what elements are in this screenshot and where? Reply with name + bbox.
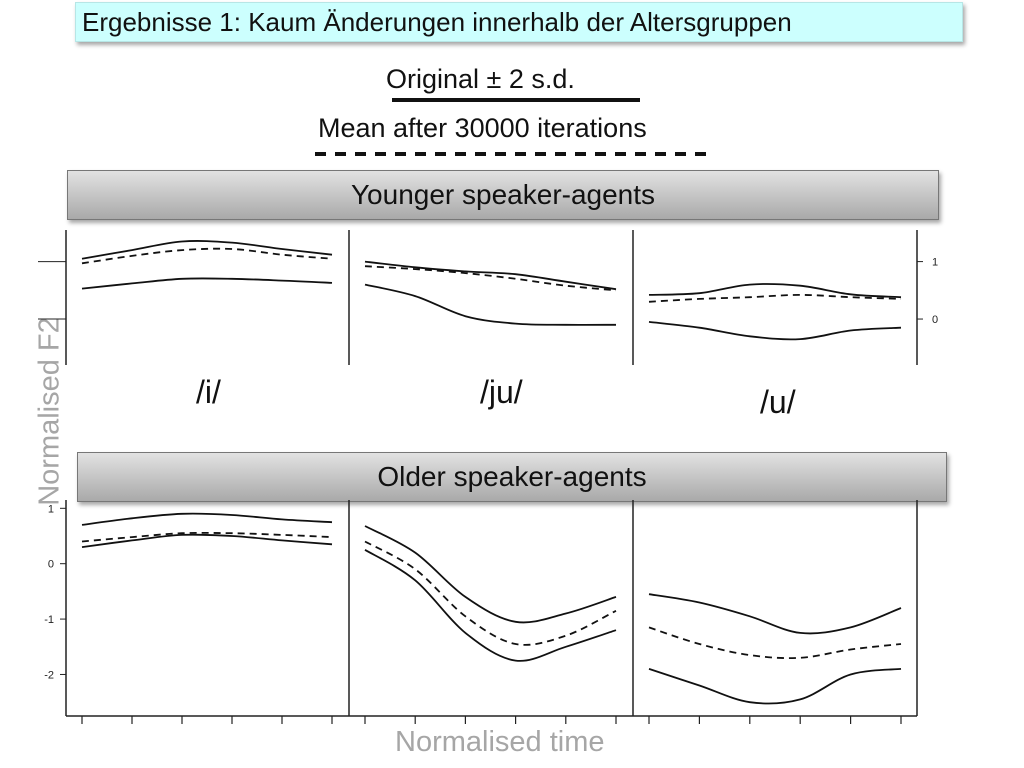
legend-dashed-label: Mean after 30000 iterations [318, 113, 647, 143]
series-lower-line [81, 277, 333, 290]
plot-layer: 0 1 -2 -1 0 1 [38, 230, 938, 724]
strip-younger: Younger speaker-agents [67, 170, 939, 220]
series-lower-line [648, 321, 902, 341]
y-tick-label: 1 [48, 503, 54, 515]
series-mean-line [648, 626, 902, 660]
series-lower-line [364, 549, 617, 662]
series-upper-line [648, 283, 902, 299]
slide-title-box: Ergebnisse 1: Kaum Änderungen innerhalb … [75, 2, 963, 42]
y-tick-label: 0 [48, 559, 54, 571]
series-upper-line [81, 240, 333, 260]
strip-younger-label: Younger speaker-agents [350, 179, 656, 210]
x-axis-title: Normalised time [395, 726, 605, 758]
legend-marks [315, 98, 712, 156]
series-upper-line [364, 525, 617, 624]
slide-title: Ergebnisse 1: Kaum Änderungen innerhalb … [82, 7, 792, 37]
series-lower-line [364, 283, 617, 326]
series-mean-line [364, 265, 617, 292]
y-tick-label: -2 [44, 669, 54, 681]
series-mean-line [81, 531, 333, 543]
series-mean-line [81, 247, 333, 265]
vowel-label-i: /i/ [196, 374, 221, 410]
vowel-label-ju: /ju/ [480, 374, 523, 410]
series-mean-line [648, 293, 902, 303]
legend-solid-label: Original ± 2 s.d. [386, 64, 575, 94]
series-upper-line [81, 512, 333, 526]
strip-older: Older speaker-agents [77, 452, 947, 502]
strip-older-label: Older speaker-agents [377, 461, 647, 492]
series-upper-line [364, 260, 617, 291]
series-mean-line [364, 540, 617, 646]
y-tick-label: 1 [932, 257, 938, 269]
series-lower-line [81, 533, 333, 548]
y-tick-label: 0 [932, 314, 938, 326]
series-lower-line [648, 668, 902, 705]
series-upper-line [648, 593, 902, 635]
y-tick-label: -1 [44, 614, 54, 626]
vowel-label-u: /u/ [760, 384, 796, 420]
